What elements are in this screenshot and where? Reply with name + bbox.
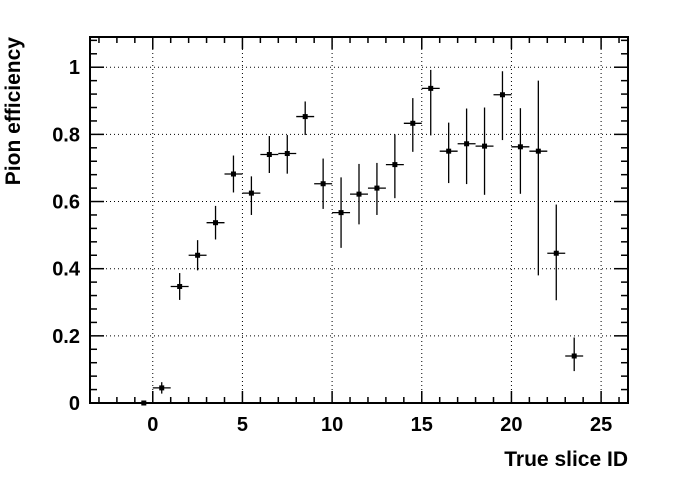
data-point [350, 163, 368, 225]
marker [338, 210, 344, 216]
marker [410, 120, 416, 126]
marker [195, 252, 201, 258]
data-points [134, 69, 584, 406]
marker [159, 385, 165, 391]
data-point [439, 122, 458, 184]
data-point [170, 273, 189, 300]
data-point [421, 69, 440, 136]
data-point [403, 98, 422, 152]
y-tick-label: 0.2 [52, 326, 80, 348]
marker [302, 114, 308, 120]
ticks-layer [90, 37, 628, 404]
y-tick-label: 0.4 [52, 259, 81, 281]
x-tick-label: 25 [590, 414, 612, 436]
marker [230, 171, 236, 177]
marker [248, 190, 254, 196]
marker [320, 181, 326, 187]
data-point [296, 101, 315, 136]
marker [356, 191, 362, 197]
data-point [529, 80, 548, 276]
x-tick-label: 5 [237, 414, 248, 436]
y-tick-label: 0.8 [52, 124, 80, 146]
data-point [188, 240, 207, 271]
marker [482, 143, 488, 149]
y-tick-label: 0 [69, 393, 80, 415]
marker [392, 162, 398, 168]
data-point [332, 177, 351, 248]
marker [284, 151, 290, 157]
data-point [314, 158, 333, 209]
x-tick-label: 15 [411, 414, 433, 436]
data-point [152, 382, 171, 394]
x-tick-label: 10 [321, 414, 343, 436]
y-tick-label: 0.6 [52, 192, 80, 214]
marker [374, 185, 380, 191]
tick-labels: 0 5 10 15 20 25 0 0.2 0.4 0.6 0.8 1 [52, 57, 612, 436]
marker [213, 220, 219, 226]
data-point [457, 108, 476, 185]
data-point [385, 134, 404, 199]
marker [177, 283, 183, 289]
data-point [206, 205, 225, 240]
marker [499, 92, 505, 98]
data-point [242, 176, 261, 215]
data-point [475, 107, 494, 195]
marker [553, 250, 559, 256]
marker [517, 144, 523, 150]
plot-frame [89, 36, 629, 404]
marker [571, 353, 577, 359]
y-axis-title: Pion efficiency [2, 37, 25, 186]
x-tick-label: 0 [147, 414, 158, 436]
marker [266, 152, 272, 158]
x-axis-title: True slice ID [504, 448, 628, 471]
marker [464, 141, 470, 147]
marker [428, 85, 434, 91]
marker [446, 148, 452, 154]
x-tick-label: 20 [500, 414, 522, 436]
data-point [278, 135, 297, 174]
y-tick-label: 1 [69, 57, 80, 79]
data-point [260, 136, 279, 173]
marker [535, 148, 541, 154]
data-point [511, 108, 530, 194]
data-point [367, 162, 386, 215]
data-point [224, 155, 243, 193]
data-point [565, 337, 584, 372]
data-point [547, 204, 566, 301]
data-point [493, 71, 512, 141]
